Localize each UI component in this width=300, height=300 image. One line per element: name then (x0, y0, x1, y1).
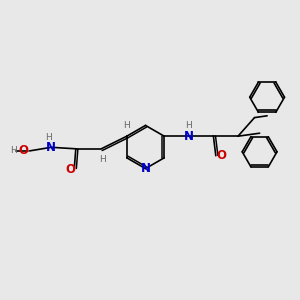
Text: H: H (99, 155, 106, 164)
Text: O: O (216, 149, 226, 162)
Text: H: H (10, 146, 16, 155)
Text: H: H (185, 121, 192, 130)
Text: O: O (18, 144, 28, 158)
Text: N: N (184, 130, 194, 143)
Text: H: H (123, 121, 130, 130)
Text: N: N (46, 141, 56, 154)
Text: H: H (45, 133, 52, 142)
Text: N: N (140, 162, 151, 175)
Text: O: O (66, 163, 76, 176)
